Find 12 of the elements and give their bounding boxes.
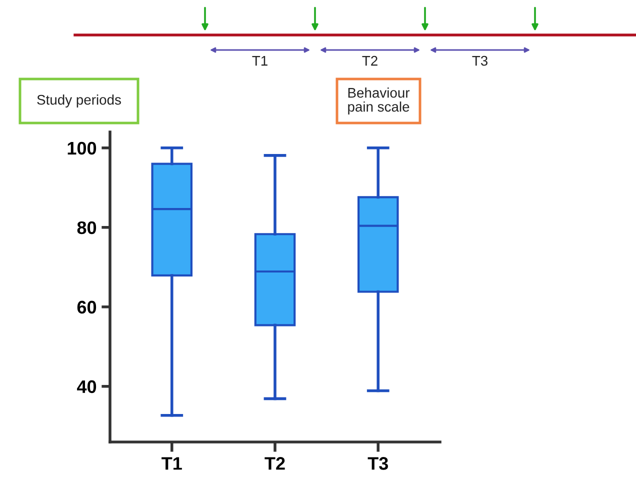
y-tick-label: 40 (77, 380, 96, 394)
text: Behaviour pain scale (348, 88, 410, 114)
y-tick-label: 60 (77, 300, 96, 314)
x-tick-label: T3 (368, 457, 388, 470)
x-tick-label: T1 (162, 457, 182, 470)
y-tick-label: 80 (77, 221, 96, 234)
x-tick-label: T2 (264, 457, 285, 470)
y-tick-label: 100 (68, 142, 96, 155)
text: T1 (252, 56, 268, 66)
text: Study periods (37, 94, 121, 108)
text: T2 (362, 56, 378, 66)
text: T3 (472, 56, 488, 66)
